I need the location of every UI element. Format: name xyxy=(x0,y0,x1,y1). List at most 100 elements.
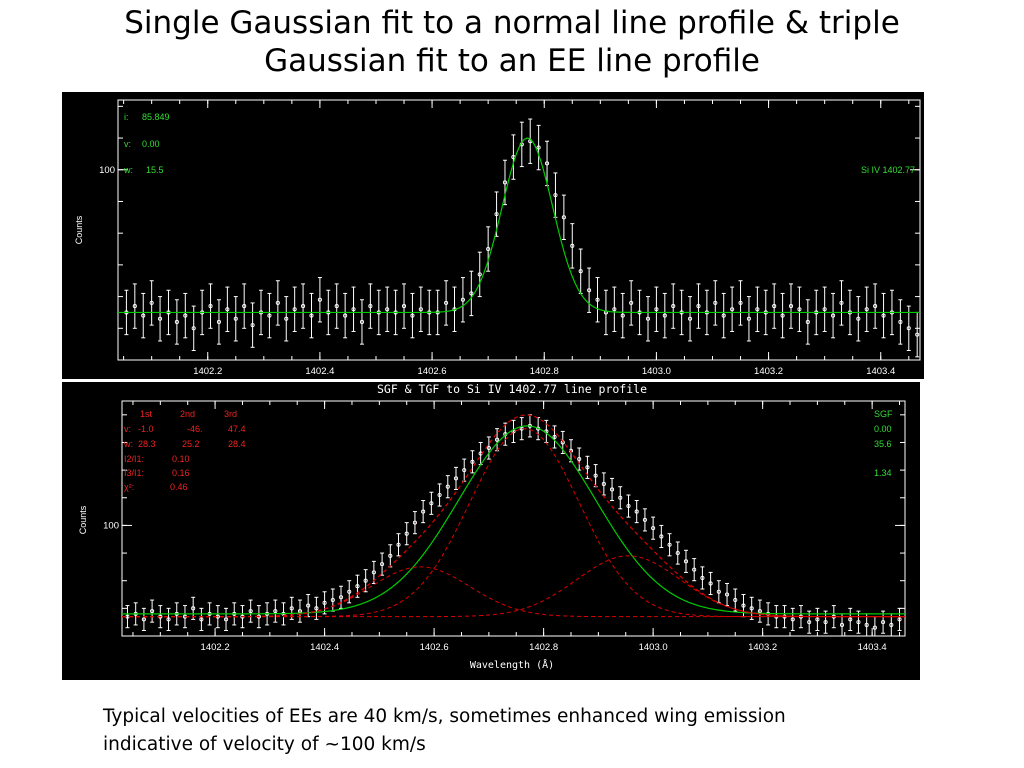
y-tick-label: 100 xyxy=(99,165,115,176)
data-point xyxy=(410,313,415,318)
tgf-component-1-curve xyxy=(122,428,905,618)
data-point xyxy=(267,313,272,318)
data-point xyxy=(831,313,836,318)
data-point xyxy=(429,501,434,506)
data-point xyxy=(470,459,475,464)
data-point xyxy=(174,319,179,325)
data-point xyxy=(347,589,352,594)
single-gaussian-plot-panel: 1402.2 1402.4 1402.6 1402.8 1403.0 1403.2 1403… xyxy=(62,92,924,379)
data-point xyxy=(696,304,701,309)
data-point xyxy=(587,288,592,293)
data-point xyxy=(578,269,583,274)
data-point xyxy=(730,307,735,312)
fit-value-v: 0.00 xyxy=(142,139,160,149)
data-point xyxy=(223,617,229,622)
x-tick-label: 1402.8 xyxy=(530,366,559,377)
data-point xyxy=(495,437,500,442)
data-point xyxy=(462,468,467,473)
data-point xyxy=(460,297,465,302)
fit-label-w: w: xyxy=(123,165,133,175)
data-point xyxy=(612,307,617,312)
x-tick-label: 1403.2 xyxy=(748,642,777,653)
data-point xyxy=(595,297,600,302)
data-point xyxy=(343,313,348,318)
data-point xyxy=(225,307,230,312)
tgf-chi-label: χ²: xyxy=(124,482,134,492)
data-point xyxy=(248,609,253,614)
data-point xyxy=(708,581,713,586)
data-point xyxy=(309,313,314,318)
tgf-chi: 0.46 xyxy=(170,482,188,492)
tgf-v-label: v: xyxy=(124,424,131,434)
data-point xyxy=(897,617,902,622)
slide-caption: Typical velocities of EEs are 40 km/s, s… xyxy=(103,703,923,759)
y-tick-label: 100 xyxy=(103,520,119,531)
x-tick-label: 1402.4 xyxy=(310,642,339,653)
data-point xyxy=(675,551,680,556)
data-point xyxy=(363,578,368,583)
x-tick-label: 1402.4 xyxy=(305,366,334,377)
x-tick-label: 1402.2 xyxy=(193,366,222,377)
tgf-header-2: 2nd xyxy=(180,409,195,419)
data-point xyxy=(724,592,730,597)
data-point xyxy=(284,316,289,321)
fit-label-i: i: xyxy=(124,112,129,122)
tgf-header-1: 1st xyxy=(140,409,153,419)
tgf-v-1: -1.0 xyxy=(138,424,154,434)
tgf-ratio-31-label: I3/I1: xyxy=(124,468,144,478)
data-point xyxy=(610,487,615,492)
tgf-ratio-21: 0.10 xyxy=(172,454,190,464)
data-point xyxy=(355,584,360,589)
data-point xyxy=(822,307,827,312)
data-point xyxy=(873,304,878,309)
data-point xyxy=(839,300,844,305)
sgf-w: 35.6 xyxy=(874,439,892,449)
data-point xyxy=(815,617,820,622)
data-point xyxy=(561,215,566,220)
x-tick-label: 1403.0 xyxy=(639,642,668,653)
data-point xyxy=(199,617,204,622)
data-point xyxy=(872,625,877,630)
data-point xyxy=(807,620,812,625)
data-point xyxy=(453,476,459,481)
data-point xyxy=(385,307,390,312)
data-point xyxy=(688,316,693,321)
data-point xyxy=(601,481,606,486)
data-point xyxy=(642,517,647,522)
x-axis-label: Wavelength (Å) xyxy=(470,658,554,671)
data-point xyxy=(618,495,623,500)
data-point xyxy=(634,509,639,514)
data-point xyxy=(351,307,356,312)
data-point xyxy=(692,567,697,572)
x-tick-label: 1403.0 xyxy=(642,366,671,377)
data-point xyxy=(388,553,393,558)
data-point xyxy=(317,297,322,302)
sgf-fit-curve xyxy=(122,425,905,615)
data-point xyxy=(166,617,171,622)
data-point xyxy=(881,620,886,625)
data-point xyxy=(338,595,344,600)
data-point xyxy=(626,504,631,509)
x-tick-label: 1402.6 xyxy=(420,642,449,653)
data-point xyxy=(898,319,903,325)
data-point xyxy=(721,313,726,318)
x-tick-label: 1403.4 xyxy=(866,366,895,377)
fit-label-v: v: xyxy=(124,139,131,149)
data-point xyxy=(334,304,339,309)
data-point xyxy=(713,300,718,305)
data-point xyxy=(469,291,474,296)
data-point xyxy=(856,316,861,321)
slide-title-line-1: Single Gaussian fit to a normal line pro… xyxy=(124,5,900,41)
data-point xyxy=(755,307,760,312)
y-axis-label: Counts xyxy=(74,215,84,244)
data-point xyxy=(330,598,335,603)
data-point xyxy=(418,307,423,312)
data-point xyxy=(645,316,651,321)
data-point xyxy=(797,307,802,312)
data-point xyxy=(314,606,319,611)
data-point xyxy=(401,304,407,309)
data-point xyxy=(790,617,795,622)
data-point xyxy=(823,620,828,625)
data-point xyxy=(421,509,426,514)
data-point xyxy=(273,609,278,614)
